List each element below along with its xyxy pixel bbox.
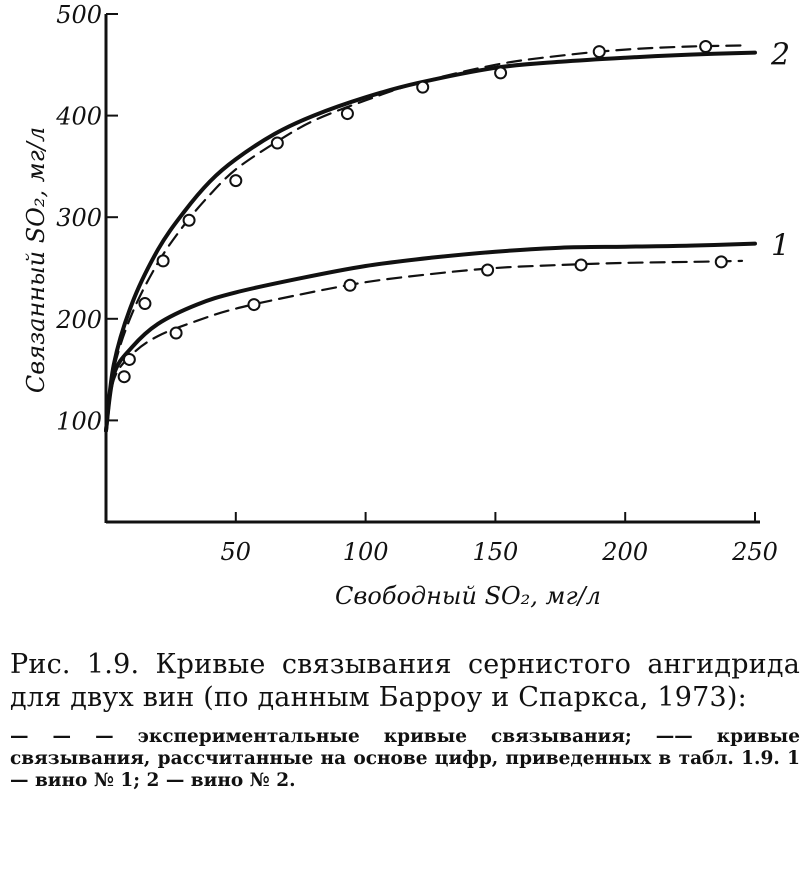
y-axis-title: Связанный SO₂, мг/л (22, 127, 50, 393)
y-tick-label: 100 (56, 407, 102, 435)
x-axis-title: Свободный SO₂, мг/л (335, 582, 601, 610)
data-point-curve-1 (714, 255, 728, 269)
data-point-curve-2 (592, 45, 606, 59)
curve-1-experimental (104, 259, 744, 432)
data-point-curve-1 (169, 326, 183, 340)
data-point-curve-1 (247, 298, 261, 312)
y-tick-label: 500 (56, 1, 102, 29)
curve-1-calculated (104, 241, 757, 433)
chart-axes (104, 14, 760, 524)
x-tick-label: 150 (472, 538, 518, 566)
caption-legend: — — — экспериментальные кривые связывани… (10, 726, 800, 791)
x-tick-label: 100 (343, 538, 389, 566)
data-point-curve-2 (699, 40, 713, 54)
data-point-curve-2 (182, 213, 196, 227)
x-tick-label: 50 (221, 538, 252, 566)
figure-caption: Рис. 1.9. Кривые связывания сернистого а… (10, 648, 800, 792)
data-point-curve-2 (138, 297, 152, 311)
curve-number-2: 2 (770, 38, 790, 73)
y-tick-label: 300 (56, 204, 102, 232)
data-point-curve-1 (481, 263, 495, 277)
data-point-curve-2 (229, 174, 243, 188)
curve-number-labels: 12 (770, 38, 790, 264)
curve-2-calculated (104, 50, 757, 433)
data-point-curve-2 (494, 66, 508, 80)
data-point-curve-1 (117, 370, 131, 384)
x-tick-label: 250 (731, 538, 778, 566)
chart-markers (117, 40, 728, 384)
y-tick-label: 400 (55, 103, 102, 131)
curve-2-experimental (104, 44, 744, 432)
y-tick-label: 200 (55, 306, 102, 334)
data-point-curve-2 (270, 136, 284, 150)
data-point-curve-2 (340, 107, 354, 121)
curve-number-1: 1 (771, 229, 790, 264)
chart-curves (104, 44, 757, 433)
data-point-curve-1 (574, 258, 588, 272)
data-point-curve-1 (343, 278, 357, 292)
data-point-curve-2 (156, 254, 170, 268)
caption-title: Рис. 1.9. Кривые связывания сернистого а… (10, 649, 800, 713)
data-point-curve-2 (122, 352, 136, 366)
chart-ticks: 50 100 150 200 250 100 200 300 400 500 (55, 1, 778, 566)
x-tick-label: 200 (601, 538, 648, 566)
data-point-curve-2 (416, 80, 430, 94)
